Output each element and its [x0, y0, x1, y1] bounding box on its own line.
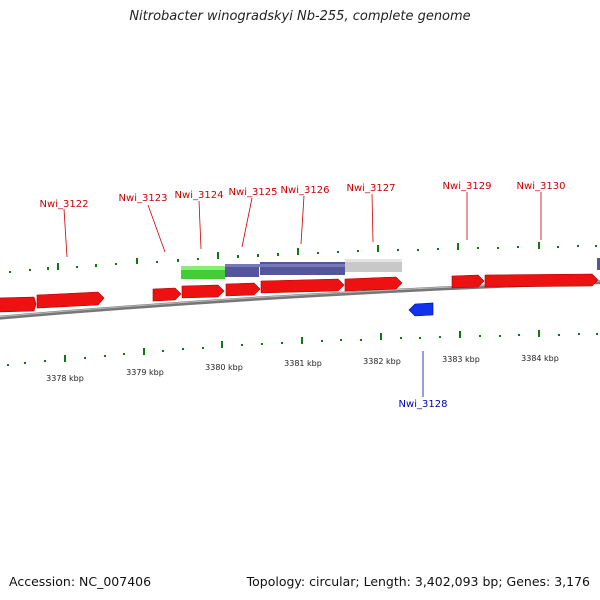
- gene-label-nwi-3126[interactable]: Nwi_3126: [281, 185, 330, 196]
- gene-arrow-nwi-3126[interactable]: [260, 278, 345, 294]
- gene-arrow-nwi-3124[interactable]: [181, 284, 225, 299]
- gene-arrow-nwi-3129[interactable]: [451, 274, 485, 289]
- gene-label-nwi-3129[interactable]: Nwi_3129: [443, 181, 492, 192]
- gene-arrow-nwi-3122[interactable]: [36, 291, 105, 309]
- kbp-label-3383: 3383 kbp: [442, 355, 480, 364]
- feature-segment-purple-2: [260, 262, 345, 275]
- kbp-labels: 3378 kbp 3379 kbp 3380 kbp 3381 kbp 3382…: [46, 354, 559, 383]
- accession-text: Accession: NC_007406: [9, 574, 152, 589]
- gene-arrow-left-fragment: [0, 296, 37, 313]
- gene-label-nwi-3123[interactable]: Nwi_3123: [119, 193, 168, 204]
- gene-label-nwi-3125[interactable]: Nwi_3125: [229, 187, 278, 198]
- gene-arrow-nwi-3127[interactable]: [344, 276, 403, 292]
- kbp-label-3381: 3381 kbp: [284, 359, 322, 368]
- topology-text: Topology: circular; Length: 3,402,093 bp…: [246, 574, 590, 589]
- feature-segment-edge: [597, 258, 600, 270]
- kbp-label-3380: 3380 kbp: [205, 363, 243, 372]
- gene-arrow-nwi-3128[interactable]: [408, 302, 434, 317]
- bottom-tick-row: [7, 330, 598, 366]
- kbp-label-3379: 3379 kbp: [126, 368, 164, 377]
- gene-arrow-nwi-3130[interactable]: [484, 273, 599, 288]
- gene-labels: Nwi_3122 Nwi_3123 Nwi_3124 Nwi_3125 Nwi_…: [40, 181, 566, 410]
- map-title: Nitrobacter winogradskyi Nb-255, complet…: [129, 9, 471, 24]
- label-leader-lines: [63, 192, 542, 397]
- feature-track: [181, 258, 600, 279]
- gene-arrow-nwi-3123[interactable]: [152, 287, 182, 302]
- forward-gene-track: [0, 273, 599, 313]
- kbp-label-3378: 3378 kbp: [46, 374, 84, 383]
- kbp-label-3384: 3384 kbp: [521, 354, 559, 363]
- gene-label-nwi-3124[interactable]: Nwi_3124: [175, 190, 224, 201]
- gene-label-nwi-3122[interactable]: Nwi_3122: [40, 199, 89, 210]
- kbp-label-3382: 3382 kbp: [363, 357, 401, 366]
- gene-arrow-nwi-3125[interactable]: [225, 282, 261, 297]
- top-tick-row: [9, 242, 597, 273]
- gene-label-nwi-3127[interactable]: Nwi_3127: [347, 183, 396, 194]
- feature-segment-purple-1: [225, 264, 259, 277]
- gene-label-nwi-3128[interactable]: Nwi_3128: [399, 399, 448, 410]
- feature-segment-grey: [345, 259, 402, 272]
- gene-label-nwi-3130[interactable]: Nwi_3130: [517, 181, 566, 192]
